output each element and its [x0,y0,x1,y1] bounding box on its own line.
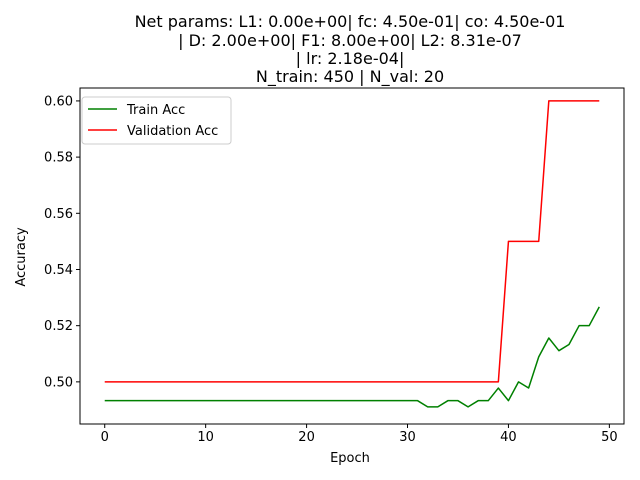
legend-label-train-acc: Train Acc [126,103,185,118]
y-tick-label: 0.52 [44,319,73,334]
x-tick-label: 10 [197,430,214,445]
y-tick-label: 0.50 [44,375,73,390]
y-axis-label: Accuracy [14,227,29,287]
series-line-validation-acc [104,100,600,383]
y-tick-label: 0.54 [44,263,73,278]
series-line-train-acc [104,306,600,408]
title-line-4: N_train: 450 | N_val: 20 [256,67,444,87]
title-line-1: Net params: L1: 0.00e+00| fc: 4.50e-01| … [135,12,566,31]
x-tick-label: 30 [399,430,416,445]
legend: Train Acc Validation Acc [81,96,232,145]
y-tick-label: 0.56 [44,207,73,222]
x-tick-label: 50 [601,430,618,445]
chart-title: Net params: L1: 0.00e+00| fc: 4.50e-01| … [135,12,566,87]
x-axis-label: Epoch [330,451,370,466]
legend-box [81,96,232,145]
x-tick-label: 0 [101,430,109,445]
y-tick-label: 0.60 [44,94,73,109]
x-tick-label: 40 [500,430,517,445]
axes-frame [79,87,625,425]
legend-label-validation-acc: Validation Acc [127,124,218,139]
x-axis-ticks: 0 10 20 30 40 50 [101,424,618,445]
x-tick-label: 20 [298,430,315,445]
plot-area: 0 10 20 30 40 50 0.50 0.52 0.54 0.56 0.58 0.60 [44,87,625,445]
y-tick-label: 0.58 [44,151,73,166]
y-axis-ticks: 0.50 0.52 0.54 0.56 0.58 0.60 [44,94,80,390]
title-line-3: | lr: 2.18e-04| [296,49,405,68]
series-layer [104,100,600,408]
title-line-2: | D: 2.00e+00| F1: 8.00e+00| L2: 8.31e-0… [178,31,522,50]
